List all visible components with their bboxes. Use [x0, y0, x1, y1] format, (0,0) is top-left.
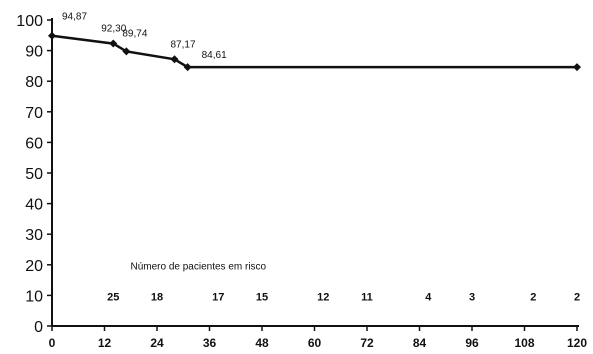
- y-tick-label: 90: [25, 44, 43, 61]
- y-tick-label: 20: [25, 258, 43, 275]
- risk-count: 2: [530, 292, 536, 304]
- x-tick-label: 108: [514, 336, 534, 350]
- x-tick-label: 0: [49, 336, 56, 350]
- y-tick-label: 60: [25, 135, 43, 152]
- axes: [47, 18, 579, 331]
- risk-count: 18: [151, 292, 163, 304]
- x-tick-label: 72: [360, 336, 374, 350]
- data-label: 84,61: [202, 50, 227, 61]
- x-tick-label: 96: [465, 336, 479, 350]
- data-point: [48, 31, 56, 40]
- y-tick-label: 30: [25, 227, 43, 244]
- data-label: 89,74: [122, 28, 147, 39]
- series-line: [51, 34, 577, 69]
- y-tick-label: 40: [25, 197, 43, 214]
- x-tick-label: 36: [203, 336, 217, 350]
- series-layer: [48, 31, 581, 72]
- data-label: 94,87: [62, 12, 87, 23]
- x-tick-label: 12: [98, 336, 112, 350]
- risk-table-caption: Número de pacientes em risco: [131, 261, 267, 272]
- y-tick-label: 10: [25, 288, 43, 305]
- risk-count: 25: [107, 292, 119, 304]
- y-tick-label: 0: [34, 319, 43, 336]
- x-tick-label: 60: [308, 336, 322, 350]
- x-tick-label: 48: [255, 336, 269, 350]
- data-label: 92,30: [101, 24, 126, 35]
- data-point: [122, 47, 131, 56]
- data-point: [183, 63, 192, 72]
- risk-table: Número de pacientes em risco 25 18 17 15 12 1…: [107, 261, 580, 303]
- risk-count: 2: [574, 292, 580, 304]
- risk-count: 15: [256, 292, 268, 304]
- data-point: [573, 63, 581, 72]
- data-point: [109, 39, 118, 48]
- data-point: [170, 55, 179, 64]
- risk-count: 17: [212, 292, 224, 304]
- x-tick-label: 120: [567, 336, 587, 350]
- risk-count: 4: [425, 292, 432, 304]
- y-tick-label: 100: [16, 13, 43, 30]
- data-label: 87,17: [171, 39, 196, 50]
- y-tick-label: 80: [25, 74, 43, 91]
- y-tick-label: 70: [25, 105, 43, 122]
- risk-count: 3: [469, 292, 475, 304]
- x-tick-label: 84: [413, 336, 427, 350]
- risk-count: 11: [361, 292, 373, 304]
- y-tick-label: 50: [25, 166, 43, 183]
- x-tick-label: 24: [150, 336, 164, 350]
- risk-count: 12: [317, 292, 329, 304]
